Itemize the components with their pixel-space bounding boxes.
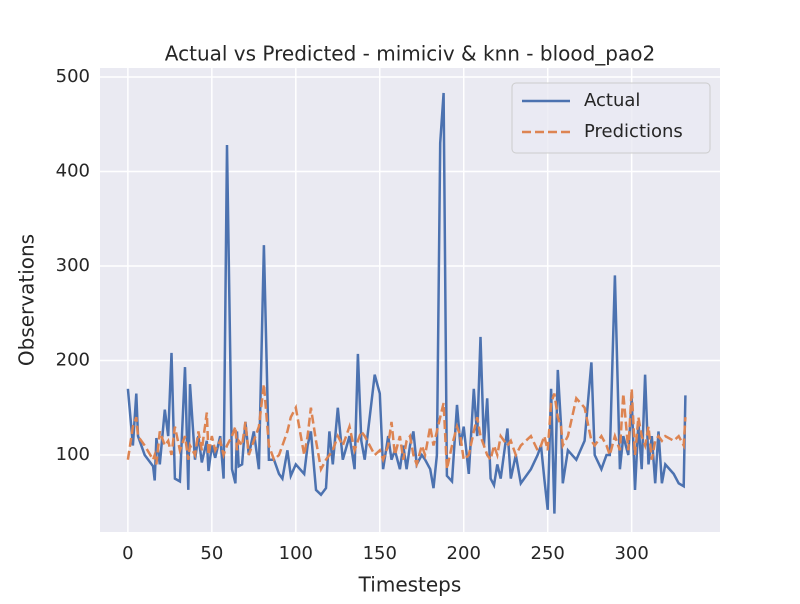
y-tick-label: 200 [56, 349, 90, 370]
x-tick-label: 200 [447, 543, 481, 564]
x-tick-label: 100 [279, 543, 313, 564]
x-axis-label: Timesteps [358, 573, 462, 597]
x-tick-label: 150 [363, 543, 397, 564]
y-tick-label: 300 [56, 255, 90, 276]
data-line [126, 383, 687, 474]
y-tick-label: 500 [56, 66, 90, 87]
legend-label: Predictions [584, 121, 683, 142]
x-tick-label: 250 [531, 543, 565, 564]
y-tick-label: 400 [56, 160, 90, 181]
x-tick-label: 50 [200, 543, 223, 564]
x-tick-label: 300 [614, 543, 648, 564]
data-line [126, 92, 687, 514]
chart-title: Actual vs Predicted - mimiciv & knn - bl… [165, 42, 655, 66]
legend-label: Actual [584, 90, 640, 111]
y-tick-label: 100 [56, 444, 90, 465]
y-axis-label: Observations [15, 234, 39, 366]
x-tick-label: 0 [122, 543, 133, 564]
